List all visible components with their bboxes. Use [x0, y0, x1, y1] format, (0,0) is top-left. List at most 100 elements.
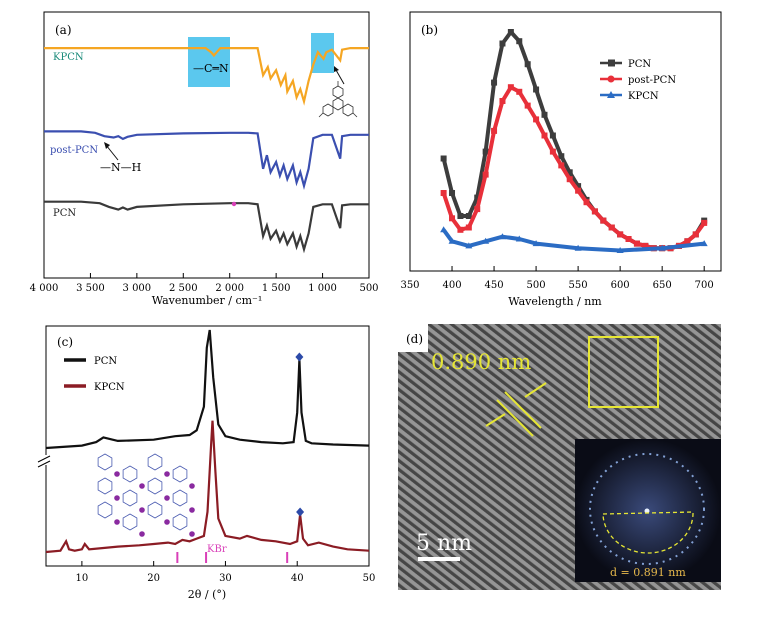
k-ion — [139, 483, 145, 489]
x-tick-label: 40 — [291, 573, 304, 584]
triazine-highlight-box — [311, 33, 334, 73]
series-line-pcn — [44, 200, 369, 254]
triazine-arrow — [335, 69, 345, 85]
kbr-label: KBr — [207, 544, 227, 555]
data-point — [499, 40, 506, 47]
cn-group-label: —C═N — [193, 62, 229, 75]
x-tick-label: 3 000 — [123, 283, 152, 294]
k-ion — [164, 519, 170, 525]
heptazine-unit — [97, 453, 113, 471]
heptazine-unit — [122, 513, 138, 531]
data-point — [499, 98, 506, 104]
legend-label-post-pcn: post-PCN — [628, 75, 676, 86]
k-ion — [139, 531, 145, 537]
panel-b-xlabel: Wavelength / nm — [508, 295, 602, 308]
data-point — [625, 236, 632, 242]
series-line-kpcn — [45, 420, 370, 554]
data-point — [583, 199, 590, 206]
legend-marker — [607, 91, 615, 98]
data-point — [507, 29, 514, 35]
panel-b: (b) PCN post-PCN KPCN 350 400 450 500 550 600 65… — [400, 11, 722, 308]
diamond-marker — [296, 507, 305, 517]
data-point — [575, 187, 582, 194]
k-ion — [139, 507, 145, 513]
data-point — [574, 244, 582, 251]
x-tick-label: 50 — [363, 573, 376, 584]
panel-d: (d) 0.890 nm d = 0.891 nm 5 nm — [398, 324, 721, 590]
lattice-marker — [485, 382, 547, 437]
x-tick-label: 2 000 — [215, 283, 244, 294]
data-point — [566, 169, 573, 176]
data-point — [524, 102, 531, 109]
panel-b-frame — [409, 11, 722, 272]
legend-marker — [607, 75, 615, 83]
legend-label-pcn: PCN — [628, 59, 651, 70]
panel-c-label: (c) — [57, 335, 73, 349]
legend-label-pcn: PCN — [53, 208, 76, 219]
series-line-pcn — [441, 30, 706, 251]
x-tick-label: 1 500 — [262, 283, 291, 294]
series-line-kpcn — [441, 228, 705, 253]
data-point — [701, 219, 708, 226]
panel-a-xlabel: Wavenumber / cm⁻¹ — [152, 294, 263, 307]
data-point — [507, 84, 514, 91]
data-point — [600, 217, 607, 224]
data-point — [440, 226, 448, 233]
panel-a-frame — [43, 11, 370, 279]
k-ion — [164, 471, 170, 477]
x-tick-label: 500 — [527, 280, 546, 291]
cn-highlight-box — [188, 37, 230, 87]
data-point — [440, 190, 447, 196]
heptazine-unit — [122, 489, 138, 507]
heptazine-unit — [172, 513, 188, 531]
triazine-arrow-head — [334, 66, 339, 72]
data-point — [541, 111, 548, 118]
k-ion — [114, 495, 120, 501]
x-tick-label: 3 500 — [76, 283, 105, 294]
data-point — [491, 79, 498, 86]
data-point — [448, 237, 456, 244]
data-point — [515, 235, 523, 242]
legend-label-kpcn: KPCN — [628, 91, 659, 102]
data-point — [633, 240, 640, 247]
panel-b-label: (b) — [421, 23, 438, 37]
scale-bar-label: 5 nm — [416, 531, 472, 556]
crystal-structure-icon — [97, 453, 195, 537]
lattice-spacing-label: 0.890 nm — [431, 350, 531, 374]
x-tick-label: 10 — [76, 573, 89, 584]
data-point — [457, 226, 464, 233]
d-spacing-label: d = 0.891 nm — [610, 566, 686, 579]
x-tick-label: 400 — [442, 280, 461, 291]
data-point — [449, 190, 456, 196]
data-point — [541, 132, 548, 139]
data-point — [533, 86, 540, 93]
data-point — [700, 240, 708, 247]
data-point — [482, 148, 489, 155]
data-point — [474, 194, 481, 201]
k-ion — [114, 471, 120, 477]
x-tick-label: 550 — [569, 280, 588, 291]
data-point — [608, 224, 615, 231]
data-point — [532, 240, 540, 247]
x-tick-label: 450 — [485, 280, 504, 291]
k-ion — [189, 507, 195, 513]
data-point — [524, 61, 531, 68]
data-point — [465, 224, 472, 231]
k-ion — [189, 531, 195, 537]
data-point — [449, 215, 456, 222]
fft-arc — [602, 511, 694, 554]
k-ion — [114, 519, 120, 525]
data-point — [684, 238, 691, 245]
nh-group-label: —N—H — [100, 161, 141, 174]
data-point — [516, 88, 523, 95]
data-point — [482, 171, 489, 178]
data-point — [616, 247, 624, 253]
series-line-kpcn — [44, 47, 369, 106]
data-point — [498, 233, 506, 240]
heptazine-unit — [122, 465, 138, 483]
heptazine-unit — [147, 477, 163, 495]
heptazine-unit — [147, 501, 163, 519]
k-ion — [164, 495, 170, 501]
data-point — [549, 148, 556, 155]
diamond-marker — [295, 352, 304, 362]
